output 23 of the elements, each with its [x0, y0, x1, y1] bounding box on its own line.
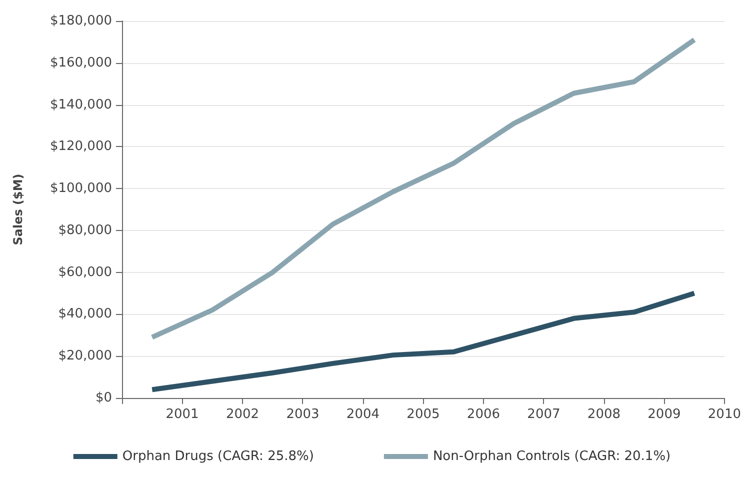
x-tick-label: 2010: [708, 407, 742, 422]
y-tick-label: $180,000: [50, 14, 112, 28]
x-tick-label: 2003: [286, 407, 320, 422]
y-axis-title: Sales ($M): [11, 174, 25, 246]
legend-label: Non-Orphan Controls (CAGR: 20.1%): [432, 449, 671, 464]
x-tick-label: 2002: [226, 407, 260, 422]
y-tick-label: $60,000: [58, 264, 112, 280]
x-tick-label: 2005: [406, 407, 440, 422]
x-tick-label: 2007: [527, 407, 560, 422]
y-tick-label: $160,000: [50, 55, 112, 70]
y-tick-label: $120,000: [50, 139, 112, 154]
y-tick-label: $80,000: [58, 222, 112, 238]
x-tick-label: 2008: [587, 407, 621, 422]
y-tick-label: $0: [95, 390, 112, 406]
legend-label: Orphan Drugs (CAGR: 25.8%): [122, 449, 314, 464]
x-tick-label: 2006: [466, 407, 500, 422]
y-tick-label: $100,000: [50, 181, 112, 196]
x-tick-label: 2001: [166, 407, 199, 422]
y-tick-label: $20,000: [58, 348, 112, 364]
y-tick-label: $140,000: [50, 97, 112, 112]
x-tick-label: 2009: [648, 407, 681, 422]
x-tick-label: 2004: [346, 407, 380, 422]
y-tick-label: $40,000: [58, 306, 112, 322]
